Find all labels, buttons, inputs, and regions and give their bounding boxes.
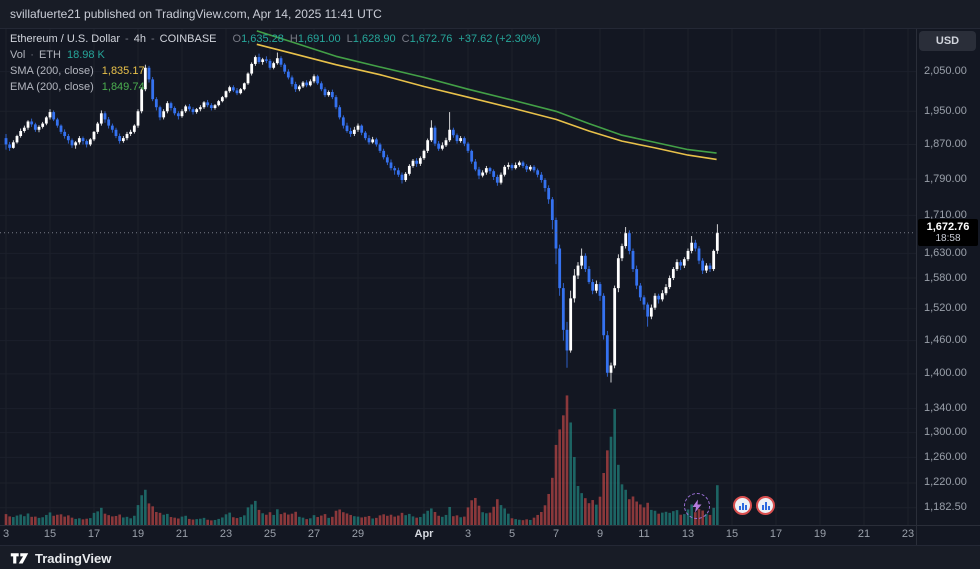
tradingview-mark-icon xyxy=(10,553,29,564)
symbol-title: Ethereum / U.S. Dollar xyxy=(10,33,121,45)
bar-countdown: 18:58 xyxy=(935,232,961,244)
price-axis-label: 1,790.00 xyxy=(924,172,967,185)
currency-button[interactable]: USD xyxy=(919,31,976,51)
time-axis-label: 5 xyxy=(508,528,516,540)
volume-symbol: ETH xyxy=(38,49,61,61)
time-axis-label: 15 xyxy=(43,528,57,540)
time-axis-label: 15 xyxy=(725,528,739,540)
interval-label: 4h xyxy=(133,33,146,45)
ema-label: EMA (200, close) xyxy=(10,81,94,93)
time-axis-label: 17 xyxy=(769,528,783,540)
price-axis-label: 1,950.00 xyxy=(924,104,967,117)
mini-bar-icon xyxy=(764,502,767,510)
time-axis-label: 7 xyxy=(552,528,560,540)
time-axis-label: 3 xyxy=(464,528,472,540)
mini-bar-icon xyxy=(738,506,741,510)
mini-bar-icon xyxy=(744,505,747,510)
top-bar: svillafuerte21 published on TradingView.… xyxy=(0,0,980,29)
time-axis-label: 17 xyxy=(87,528,101,540)
price-axis-label: 1,260.00 xyxy=(924,450,967,463)
change-value: +37.62 (+2.30%) xyxy=(458,33,541,45)
time-axis-label: 23 xyxy=(901,528,915,540)
ohlc-values: O1,635.28 H1,691.00 L1,628.90 C1,672.76 +37.… xyxy=(227,33,541,45)
open-value: 1,635.28 xyxy=(241,33,284,45)
high-label: H xyxy=(289,33,298,45)
ema-value: 1,849.74 xyxy=(101,81,145,93)
time-axis-label: 3 xyxy=(2,528,10,540)
low-label: L xyxy=(346,33,353,45)
lightning-bolt-icon xyxy=(692,499,702,513)
volume-label: Vol xyxy=(10,49,26,61)
price-axis-label: 2,050.00 xyxy=(924,65,967,78)
time-axis-label: 9 xyxy=(596,528,604,540)
time-axis-label: 19 xyxy=(813,528,827,540)
time-axis-label: 29 xyxy=(351,528,365,540)
boost-lightning-icon[interactable] xyxy=(684,493,710,519)
open-label: O xyxy=(232,33,242,45)
price-axis-label: 1,220.00 xyxy=(924,476,967,489)
time-axis-label: 13 xyxy=(681,528,695,540)
exchange-label: COINBASE xyxy=(159,33,217,45)
publish-info-text: svillafuerte21 published on TradingView.… xyxy=(10,7,382,21)
price-axis-label: 1,870.00 xyxy=(924,137,967,150)
price-axis[interactable]: 2,050.00 1,950.00 1,870.00 1,790.00 1,710.00… xyxy=(916,28,980,545)
separator: - xyxy=(125,33,129,45)
tradingview-wordmark: TradingView xyxy=(35,550,112,566)
time-axis-label: Apr xyxy=(414,528,434,540)
time-axis-label: 23 xyxy=(219,528,233,540)
volume-value: 18.98 K xyxy=(66,49,105,61)
last-price-value: 1,672.76 xyxy=(926,220,970,233)
ema-legend-row[interactable]: EMA (200, close) 1,849.74 xyxy=(10,80,540,95)
reaction-badge-icon[interactable] xyxy=(733,496,752,515)
sma-label: SMA (200, close) xyxy=(10,65,94,77)
time-axis-label: 21 xyxy=(175,528,189,540)
footer-bar: TradingView xyxy=(0,545,980,569)
mini-bar-icon xyxy=(761,505,764,510)
volume-legend-row[interactable]: Vol · ETH 18.98 K xyxy=(10,48,540,63)
price-axis-label: 1,340.00 xyxy=(924,402,967,415)
price-axis-label: 1,710.00 xyxy=(924,208,967,221)
tradingview-logo[interactable]: TradingView xyxy=(10,550,111,566)
price-axis-label: 1,300.00 xyxy=(924,426,967,439)
price-axis-label: 1,182.50 xyxy=(924,501,967,514)
close-label: C xyxy=(401,33,410,45)
chart-legend: Ethereum / U.S. Dollar -4h - COINBASE O1,635… xyxy=(10,32,540,96)
low-value: 1,628.90 xyxy=(352,33,396,45)
mini-bar-icon xyxy=(741,503,744,510)
time-axis[interactable]: 3 15 17 19 21 23 25 27 29 Apr 3 5 7 9 11 13 15 17 19 21 23 xyxy=(0,528,916,545)
time-axis-label: 19 xyxy=(131,528,145,540)
separator: · xyxy=(30,49,34,61)
price-axis-label: 1,400.00 xyxy=(924,367,967,380)
price-axis-label: 1,580.00 xyxy=(924,271,967,284)
close-value: 1,672.76 xyxy=(409,33,453,45)
time-axis-label: 21 xyxy=(857,528,871,540)
sma-value: 1,835.17 xyxy=(101,65,145,77)
sma-legend-row[interactable]: SMA (200, close) 1,835.17 xyxy=(10,64,540,79)
separator: - xyxy=(150,33,155,45)
high-value: 1,691.00 xyxy=(297,33,341,45)
time-axis-label: 25 xyxy=(263,528,277,540)
symbol-legend-row[interactable]: Ethereum / U.S. Dollar -4h - COINBASE O1,635… xyxy=(10,32,540,47)
price-axis-label: 1,460.00 xyxy=(924,334,967,347)
reaction-badge-icon[interactable] xyxy=(756,496,775,515)
price-axis-label: 1,520.00 xyxy=(924,302,967,315)
price-axis-label: 1,630.00 xyxy=(924,246,967,259)
last-price-badge: 1,672.76 18:58 xyxy=(918,218,978,246)
mini-bar-icon xyxy=(767,506,770,510)
time-axis-label: 27 xyxy=(307,528,321,540)
time-axis-label: 11 xyxy=(638,528,650,540)
